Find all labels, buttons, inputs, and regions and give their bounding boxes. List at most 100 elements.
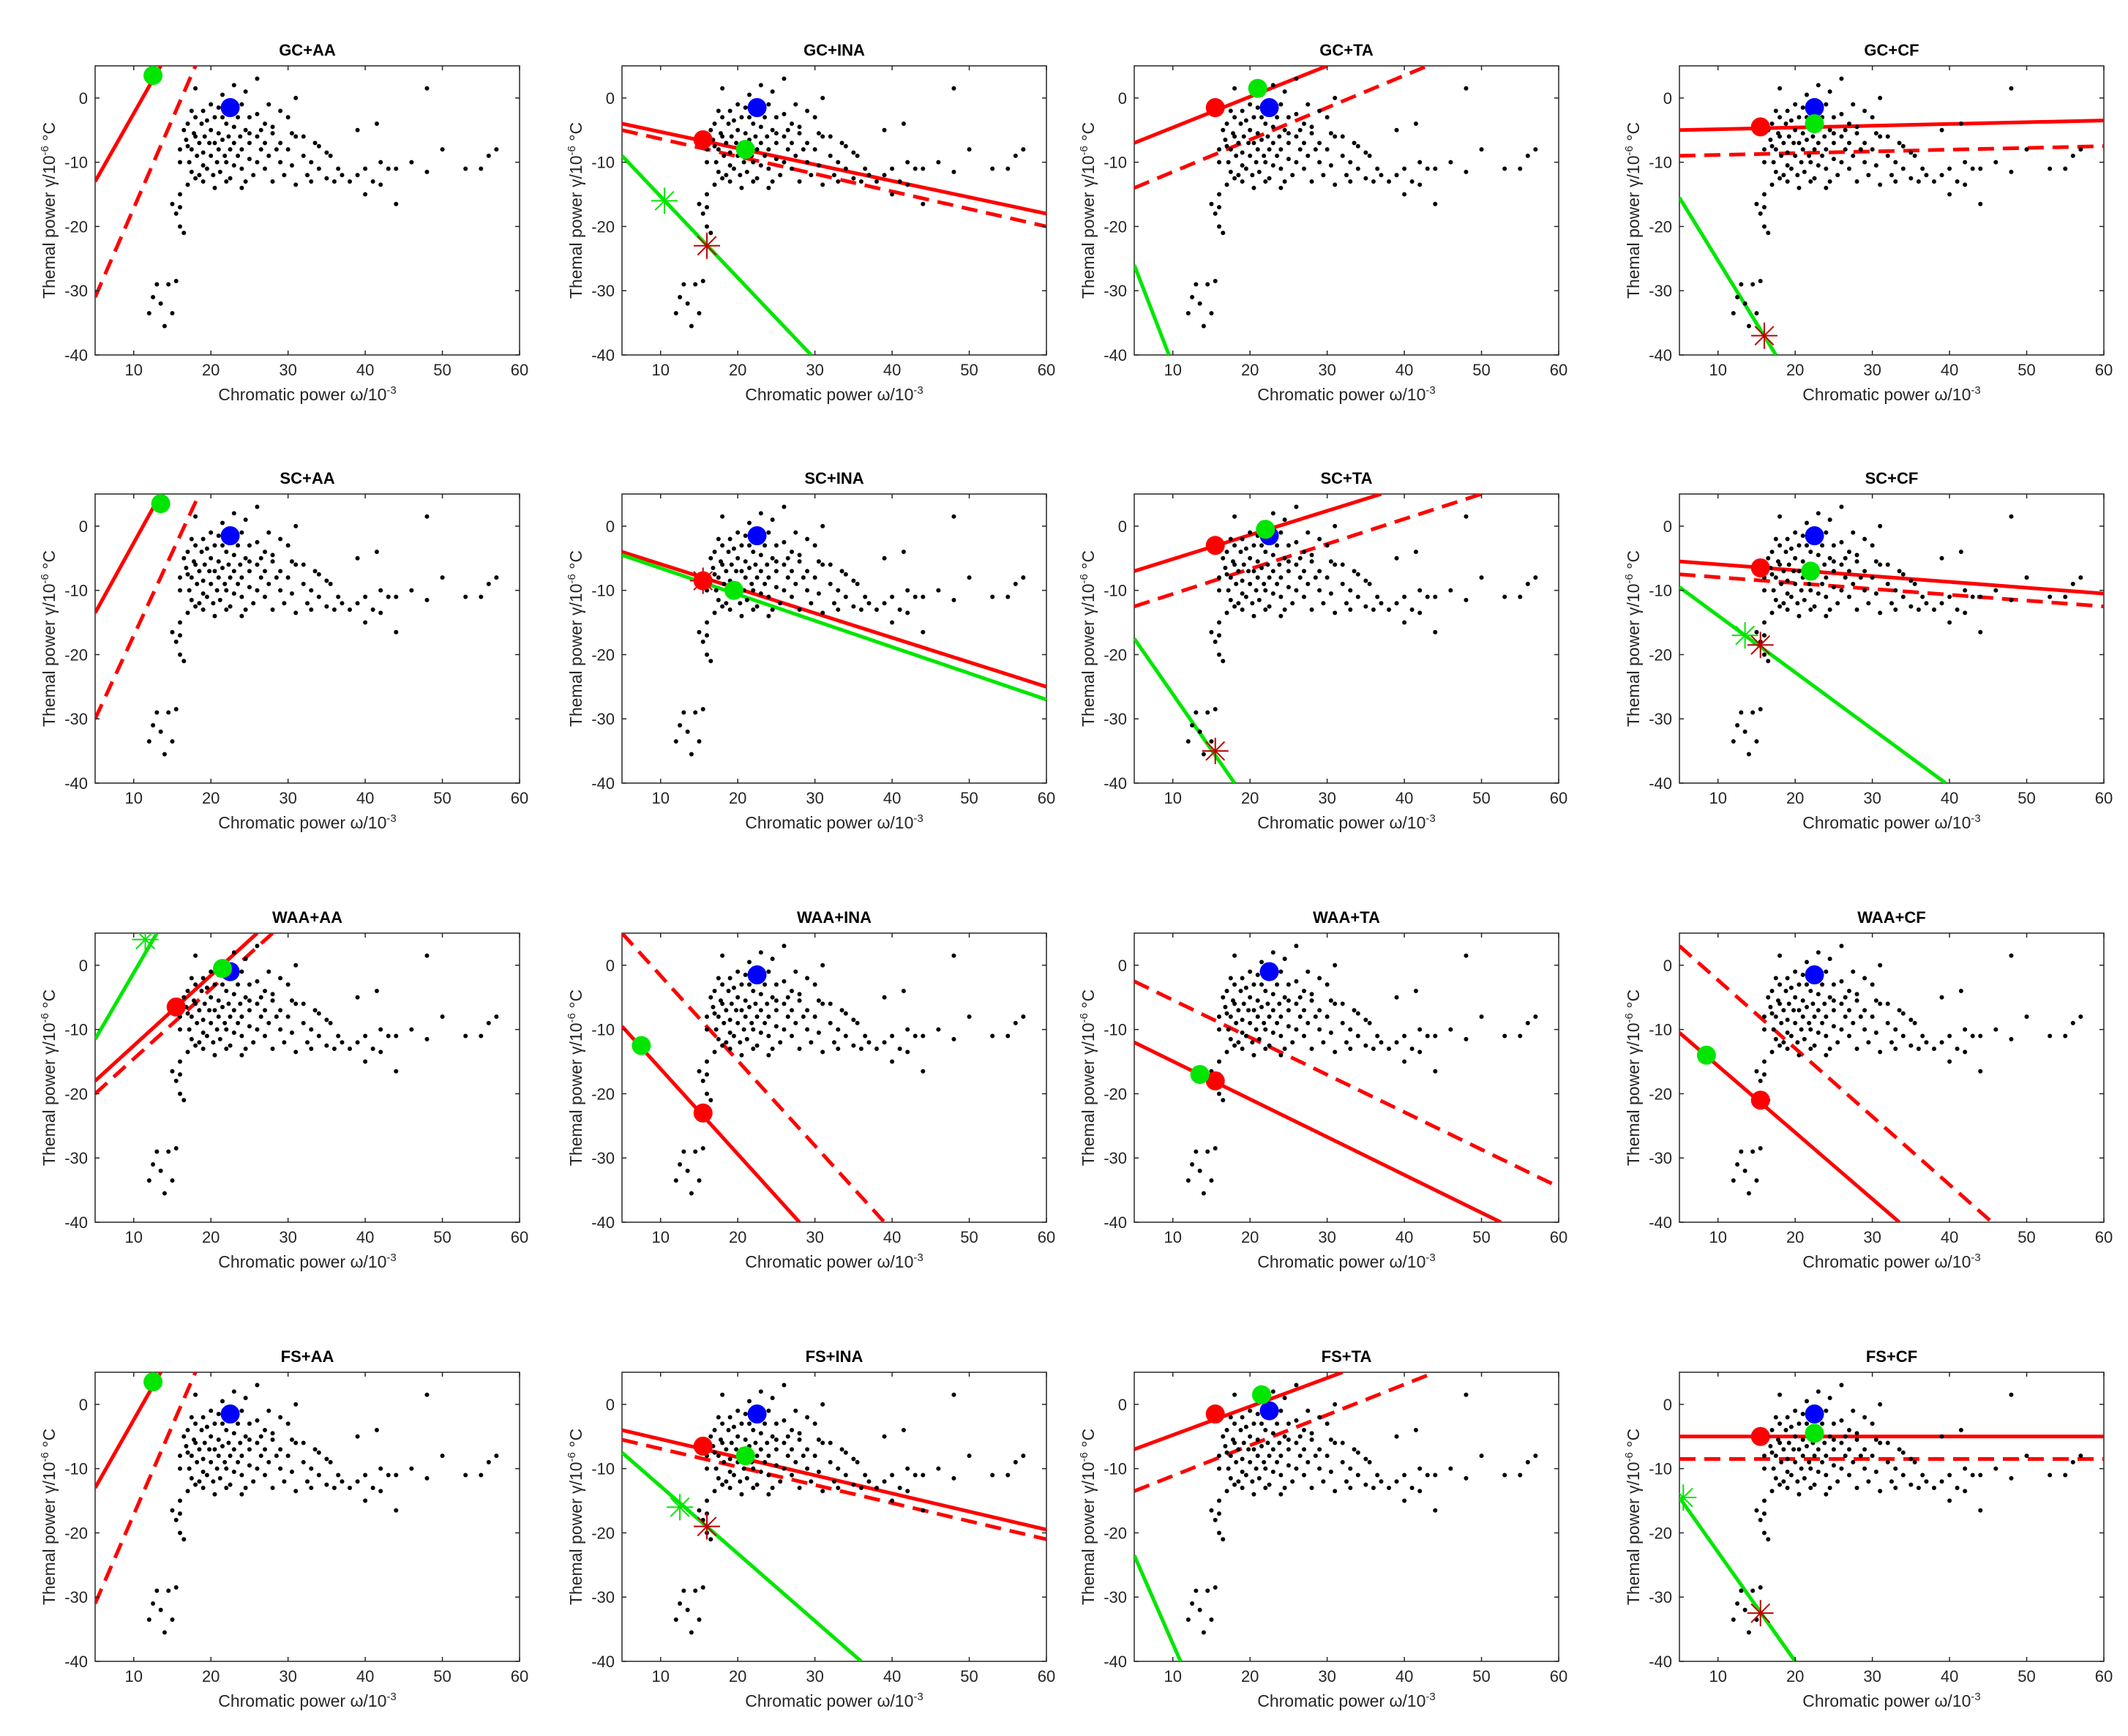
scatter-point xyxy=(239,969,244,974)
scatter-point xyxy=(1900,1473,1906,1478)
scatter-point xyxy=(243,555,248,561)
scatter-point xyxy=(782,943,787,949)
scatter-point xyxy=(858,1047,863,1051)
blue-dot-marker xyxy=(1259,962,1279,981)
scatter-point xyxy=(1742,301,1747,306)
scatter-point xyxy=(836,179,841,184)
y-tick-label: -20 xyxy=(591,1085,615,1103)
scatter-point xyxy=(394,1033,399,1039)
scatter-point xyxy=(1970,594,1975,599)
panel-title: FS+AA xyxy=(281,1347,334,1366)
x-tick-label: 40 xyxy=(883,361,901,379)
scatter-point xyxy=(700,1078,705,1083)
scatter-point xyxy=(790,569,794,574)
scatter-point xyxy=(1402,1059,1407,1064)
scatter-point xyxy=(1831,115,1836,120)
scatter-point xyxy=(336,166,341,171)
scatter-point xyxy=(1297,147,1303,152)
scatter-point xyxy=(178,224,182,229)
y-tick-label: 0 xyxy=(79,89,88,108)
scatter-point xyxy=(1417,1027,1423,1032)
scatter-point xyxy=(1800,534,1805,539)
scatter-point xyxy=(1866,173,1871,178)
scatter-point xyxy=(1217,160,1221,165)
x-tick-label: 30 xyxy=(279,1667,296,1686)
scatter-point xyxy=(1889,1040,1894,1045)
scatter-point xyxy=(1762,633,1767,638)
scatter-point xyxy=(729,562,734,567)
scatter-point xyxy=(697,1178,702,1183)
scatter-point xyxy=(1282,995,1287,1000)
scatter-point xyxy=(1464,514,1469,519)
scatter-point xyxy=(255,76,260,81)
scatter-point xyxy=(1866,601,1871,606)
scatter-point xyxy=(1807,1020,1812,1025)
x-axis-label: Chromatic power ω/10-3 xyxy=(1802,1252,1981,1271)
scatter-point xyxy=(224,607,229,612)
scatter-point xyxy=(243,1047,248,1051)
scatter-point xyxy=(247,157,252,162)
x-axis-label: Chromatic power ω/10-3 xyxy=(1257,384,1436,404)
scatter-point xyxy=(747,565,752,570)
scatter-point xyxy=(882,1434,887,1439)
scatter-point xyxy=(274,1014,279,1019)
scatter-point xyxy=(282,601,287,606)
scatter-point xyxy=(766,1453,771,1459)
scatter-point xyxy=(494,147,499,152)
plot-area xyxy=(1679,76,2104,355)
scatter-point xyxy=(828,1001,833,1006)
scatter-point xyxy=(890,620,895,625)
scatter-point xyxy=(216,998,221,1003)
scatter-point xyxy=(1278,1408,1284,1413)
scatter-point xyxy=(1862,1027,1867,1032)
scatter-point xyxy=(754,147,760,152)
scatter-point xyxy=(247,559,252,564)
scatter-point xyxy=(689,752,694,757)
panel-title: WAA+AA xyxy=(272,908,342,927)
scatter-point xyxy=(374,121,379,126)
scatter-point xyxy=(1302,121,1306,126)
scatter-point xyxy=(758,141,763,146)
scatter-point xyxy=(790,989,794,993)
scatter-point xyxy=(278,976,283,981)
scatter-point xyxy=(1232,1421,1237,1426)
scatter-point xyxy=(1375,1473,1380,1478)
scatter-point xyxy=(1947,1473,1952,1478)
scatter-point xyxy=(211,1040,216,1045)
scatter-point xyxy=(1321,173,1326,178)
scatter-point xyxy=(1309,1431,1314,1436)
y-tick-label: -30 xyxy=(1104,1588,1127,1606)
scatter-point xyxy=(1797,141,1802,146)
scatter-point xyxy=(238,1440,243,1445)
scatter-point xyxy=(1205,710,1210,715)
scatter-point xyxy=(1791,141,1797,146)
scatter-point xyxy=(224,989,229,993)
scatter-point xyxy=(1824,1014,1829,1019)
scatter-point xyxy=(1255,147,1260,152)
scatter-point xyxy=(712,610,717,616)
x-tick-label: 60 xyxy=(2095,361,2113,379)
scatter-point xyxy=(782,1440,787,1445)
scatter-point xyxy=(1816,1008,1821,1013)
y-tick-label: -30 xyxy=(64,282,88,300)
y-tick-label: -20 xyxy=(1649,646,1672,664)
scatter-point xyxy=(1240,1415,1245,1420)
scatter-point xyxy=(1246,569,1251,574)
scatter-point xyxy=(766,102,771,107)
scatter-point xyxy=(905,160,910,165)
scatter-point xyxy=(1328,1437,1333,1443)
scatter-point xyxy=(1321,1479,1326,1484)
scatter-point xyxy=(1847,569,1851,574)
green-dot-marker xyxy=(1190,1065,1210,1085)
scatter-point xyxy=(1255,575,1260,580)
scatter-point xyxy=(1758,1517,1763,1522)
x-tick-label: 40 xyxy=(1941,361,1958,379)
scatter-point xyxy=(1791,1008,1797,1013)
x-tick-label: 50 xyxy=(960,1228,978,1246)
scatter-point xyxy=(734,1008,739,1013)
scatter-point xyxy=(1854,179,1859,184)
scatter-point xyxy=(1251,543,1256,548)
scatter-point xyxy=(1259,115,1264,120)
scatter-point xyxy=(1758,1078,1763,1083)
